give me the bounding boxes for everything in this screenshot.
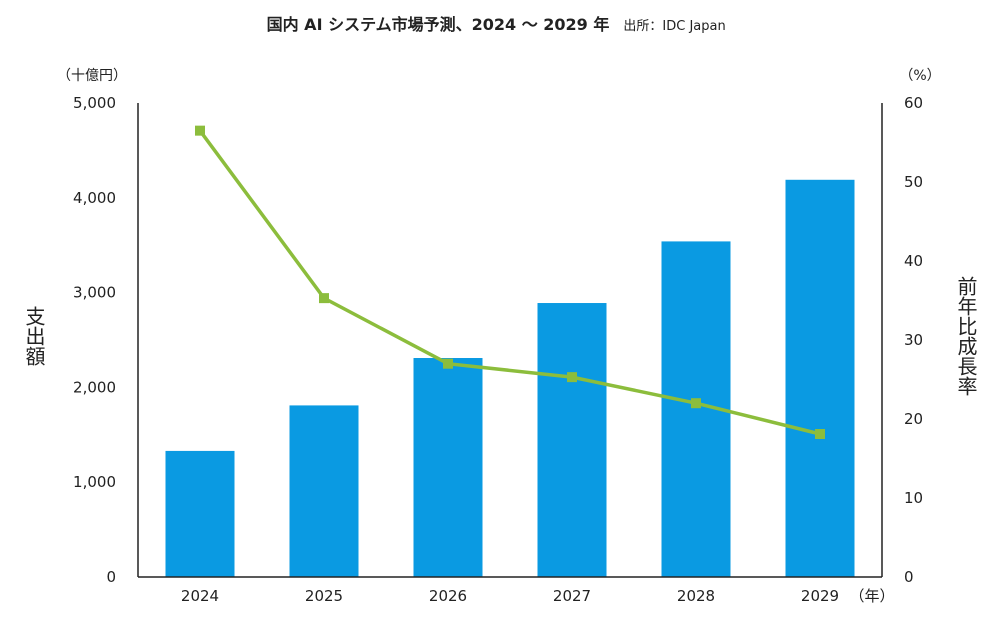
bar-series bbox=[165, 179, 855, 577]
x-tick-label: 2024 bbox=[181, 587, 219, 605]
x-tick-label: 2028 bbox=[677, 587, 715, 605]
left-axis-unit: （十億円） bbox=[57, 68, 127, 84]
growth-line-series bbox=[195, 125, 825, 440]
growth-line bbox=[198, 129, 821, 436]
bar-2026 bbox=[413, 358, 483, 577]
tick-labels: 0 1,000 2,000 3,000 4,000 5,000 0 10 20 30 40 50 60 2… bbox=[73, 94, 923, 605]
right-tick-label: 30 bbox=[904, 331, 923, 349]
x-axis-unit: （年） bbox=[849, 587, 894, 605]
bar-2029 bbox=[785, 179, 855, 577]
bar-2024 bbox=[165, 450, 235, 577]
bar-2027 bbox=[537, 303, 607, 577]
right-tick-label: 40 bbox=[904, 252, 923, 270]
left-tick-label: 2,000 bbox=[73, 378, 116, 396]
right-tick-label: 0 bbox=[904, 568, 914, 586]
x-tick-label: 2027 bbox=[553, 587, 591, 605]
growth-point-2028 bbox=[691, 398, 701, 409]
growth-point-2027 bbox=[567, 372, 577, 383]
x-tick-label: 2026 bbox=[429, 587, 467, 605]
bar-2025 bbox=[289, 405, 359, 577]
x-tick-label: 2025 bbox=[305, 587, 343, 605]
chart-source: 出所：IDC Japan bbox=[623, 19, 725, 34]
growth-point-2025 bbox=[319, 293, 329, 304]
growth-point-2024 bbox=[195, 125, 205, 136]
left-tick-label: 3,000 bbox=[73, 284, 116, 302]
right-tick-label: 20 bbox=[904, 410, 923, 428]
growth-point-2026 bbox=[443, 358, 453, 369]
left-tick-label: 0 bbox=[106, 568, 116, 586]
right-axis-label: 前年比成長率 bbox=[954, 276, 978, 396]
right-tick-label: 10 bbox=[904, 489, 923, 507]
x-tick-label: 2029 bbox=[801, 587, 839, 605]
right-tick-label: 60 bbox=[904, 94, 923, 112]
left-tick-label: 1,000 bbox=[73, 473, 116, 491]
axes bbox=[137, 103, 883, 578]
chart-title: 国内 AI システム市場予測、2024 ～ 2029 年 bbox=[267, 15, 610, 34]
right-tick-label: 50 bbox=[904, 173, 923, 191]
left-tick-label: 4,000 bbox=[73, 189, 116, 207]
growth-point-2029 bbox=[815, 429, 825, 440]
left-axis-label: 支出額 bbox=[22, 306, 46, 366]
right-axis-unit: （%） bbox=[899, 68, 940, 84]
left-tick-label: 5,000 bbox=[73, 94, 116, 112]
